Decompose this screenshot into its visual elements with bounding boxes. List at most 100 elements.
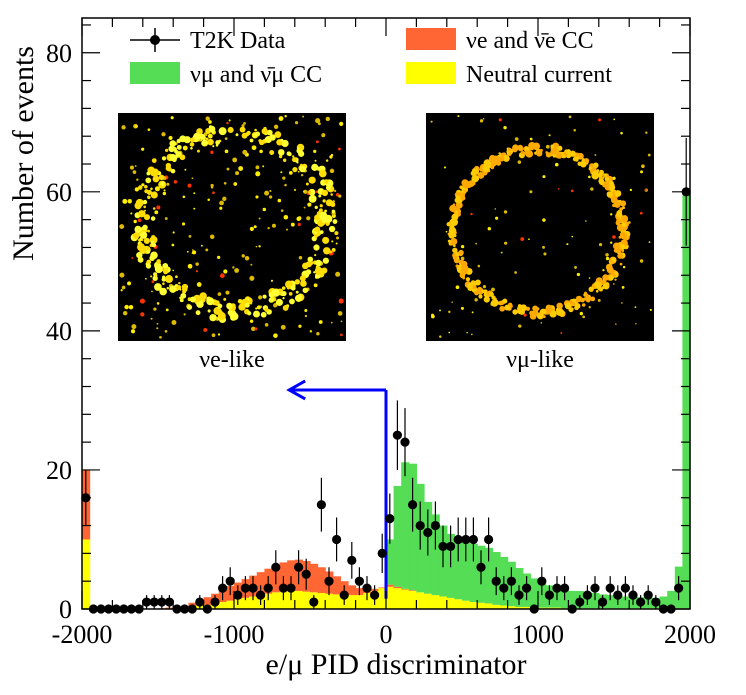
hist-bar-nc: [332, 594, 341, 609]
ring-hit: [452, 203, 456, 206]
hit-dot: [635, 323, 637, 325]
data-point: [332, 534, 342, 545]
ring-hit: [134, 202, 142, 210]
hit-dot: [255, 245, 258, 248]
ring-hit: [137, 185, 143, 190]
ring-hit: [308, 194, 317, 203]
ring-hit: [249, 138, 254, 143]
ring-hit: [479, 168, 484, 172]
hit-dot: [153, 307, 157, 311]
hist-bar-nue: [310, 563, 319, 593]
y-axis-title: Number of events: [7, 46, 40, 261]
x-tick-labels: -2000 -1000 0 1000 2000: [52, 620, 716, 649]
hit-dot: [455, 285, 460, 290]
ring-hit: [467, 283, 474, 290]
data-point: [408, 500, 418, 510]
data-point: [522, 583, 532, 593]
ring-hit: [288, 292, 293, 296]
ring-hit: [626, 230, 629, 234]
x-axis-title: e/μ PID discriminator: [265, 648, 526, 681]
ring-hit: [466, 182, 472, 189]
ring-hit: [453, 233, 457, 238]
ring-hit: [176, 144, 182, 150]
ring-hit: [305, 261, 312, 268]
ring-hit: [217, 312, 226, 321]
ring-hit: [552, 153, 557, 158]
ring-hit: [190, 296, 197, 303]
ring-hit: [455, 201, 463, 209]
data-point: [324, 576, 334, 586]
data-point: [195, 597, 205, 607]
ring-hit: [150, 216, 156, 221]
hist-bar-nc: [484, 603, 493, 609]
ring-hit: [181, 283, 189, 291]
ring-hit: [159, 287, 167, 296]
data-point: [674, 583, 684, 593]
hit-dot: [133, 219, 137, 224]
ring-hit: [319, 211, 328, 220]
hit-dot: [306, 216, 311, 221]
hit-dot: [313, 283, 318, 288]
ring-hit: [168, 145, 175, 153]
hit-dot: [249, 319, 254, 323]
ring-hit: [297, 147, 300, 150]
ring-hit: [321, 189, 329, 197]
inset-caption: νμ-like: [506, 347, 574, 373]
hist-bar-nue: [203, 597, 212, 605]
hit-dot: [249, 226, 254, 231]
ring-hit: [619, 200, 627, 207]
hist-bar-nc: [515, 606, 524, 609]
hit-dot: [590, 187, 594, 191]
hit-dot: [224, 137, 228, 141]
ring-hit: [572, 298, 577, 303]
data-point: [605, 583, 615, 593]
hit-dot: [150, 275, 153, 278]
hit-dot: [166, 286, 170, 290]
hit-dot: [443, 166, 447, 169]
data-point: [544, 590, 555, 600]
ring-hit: [528, 144, 535, 151]
data-point: [537, 576, 547, 586]
hit-dot: [598, 118, 602, 122]
hit-dot: [460, 244, 465, 249]
ring-hit: [580, 161, 587, 168]
hit-dot: [574, 266, 577, 269]
hit-dot: [187, 183, 192, 188]
hist-bar-nc: [82, 539, 91, 609]
hit-dot: [340, 333, 343, 337]
ring-hit: [540, 308, 547, 315]
hit-dot: [255, 171, 261, 177]
ring-hit: [614, 271, 618, 275]
ring-hit: [298, 149, 303, 154]
hist-bar-nue: [401, 588, 410, 590]
hit-dot: [156, 322, 159, 325]
hit-dot: [545, 144, 550, 149]
hit-dot: [517, 160, 522, 164]
ring-hit: [455, 264, 459, 268]
ring-hit: [147, 229, 150, 233]
ring-hit: [481, 290, 485, 293]
hist-bar-nue: [317, 567, 326, 594]
hit-dot: [482, 285, 487, 289]
hit-dot: [620, 131, 623, 135]
hit-dot: [192, 249, 194, 251]
hit-dot: [183, 313, 186, 316]
hit-dot: [225, 290, 230, 295]
hit-dot: [127, 281, 132, 286]
hit-dot: [329, 168, 335, 174]
ring-hit: [313, 244, 320, 251]
ring-hit: [459, 272, 465, 278]
ring-hit: [602, 274, 609, 281]
hit-dot: [542, 218, 546, 222]
data-point: [263, 583, 273, 593]
hit-dot: [278, 116, 284, 121]
hit-dot: [282, 176, 286, 180]
x-tick-label: 2000: [664, 620, 716, 649]
hit-dot: [647, 153, 651, 157]
data-point: [491, 576, 501, 586]
hit-dot: [134, 187, 139, 192]
hit-dot: [644, 188, 647, 191]
hit-dot: [154, 186, 160, 192]
hit-dot: [130, 329, 136, 334]
legend-label: Neutral current: [466, 62, 612, 88]
